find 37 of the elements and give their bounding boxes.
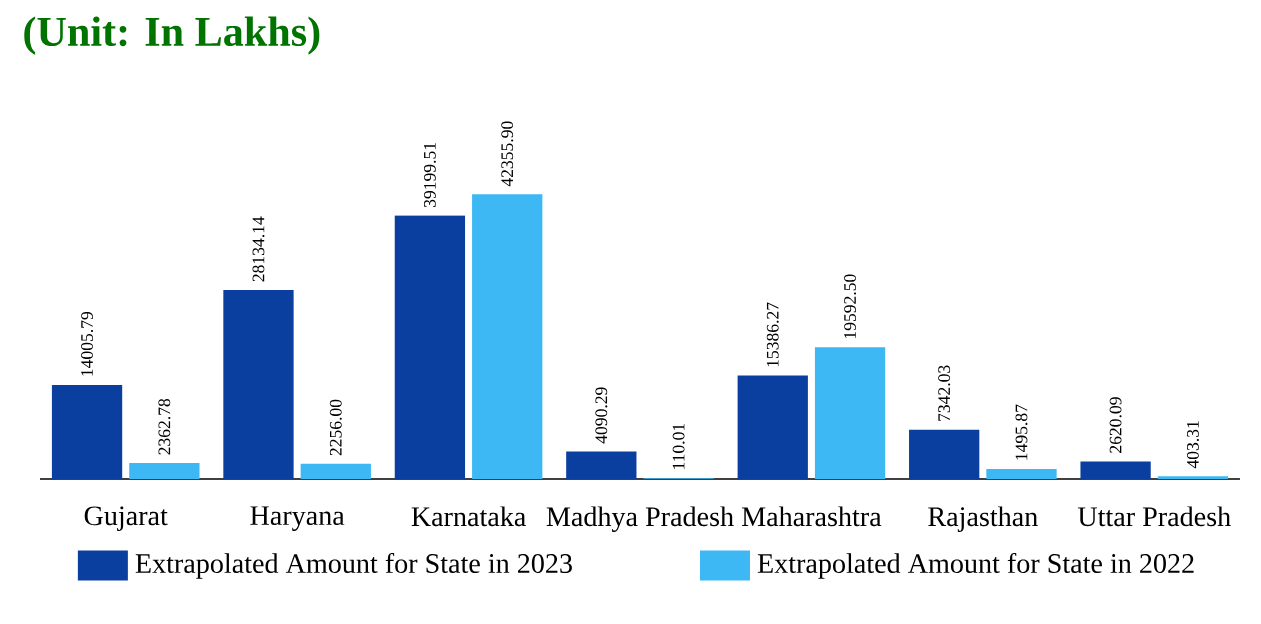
x-tick-label: Madhya Pradesh <box>546 506 734 532</box>
data-label: 403.31 <box>1186 421 1199 469</box>
data-label: 39199.51 <box>423 143 436 208</box>
data-label: 28134.14 <box>252 216 265 282</box>
data-label: 42355.90 <box>501 121 514 187</box>
x-tick-label: Karnataka <box>411 506 526 527</box>
data-label: 4090.29 <box>595 387 608 444</box>
legend-label: Extrapolated Amount for State in 2022 <box>757 552 1194 579</box>
bar <box>814 347 886 479</box>
data-label: 19592.50 <box>844 274 857 339</box>
bar <box>986 468 1057 479</box>
data-label: 14005.79 <box>81 311 94 376</box>
data-label: 110.01 <box>672 423 685 469</box>
bar <box>472 194 543 479</box>
x-tick-label: Rajasthan <box>928 506 1038 532</box>
bar <box>300 463 371 479</box>
data-label: 2362.78 <box>158 398 171 455</box>
data-label: 2620.09 <box>1109 397 1122 453</box>
x-tick-label: Uttar Pradesh <box>1077 506 1231 527</box>
bar <box>394 215 466 479</box>
bar <box>909 429 980 479</box>
bar <box>129 463 200 479</box>
x-tick-label: Maharashtra <box>741 506 882 527</box>
data-label: 7342.03 <box>938 365 951 421</box>
data-label: 2256.00 <box>329 399 342 456</box>
bar <box>566 451 637 479</box>
bar <box>1080 461 1151 479</box>
bar <box>1157 476 1229 479</box>
bar <box>223 289 294 479</box>
x-tick-label: Gujarat <box>84 506 168 532</box>
bar <box>737 375 808 479</box>
bar <box>51 384 123 479</box>
data-label: 1495.87 <box>1015 404 1028 460</box>
chart-title: (Unit: In Lakhs) <box>24 16 320 55</box>
x-tick-label: Haryana <box>250 506 345 531</box>
data-label: 15386.27 <box>766 302 779 367</box>
legend-label: Extrapolated Amount for State in 2023 <box>135 552 572 579</box>
